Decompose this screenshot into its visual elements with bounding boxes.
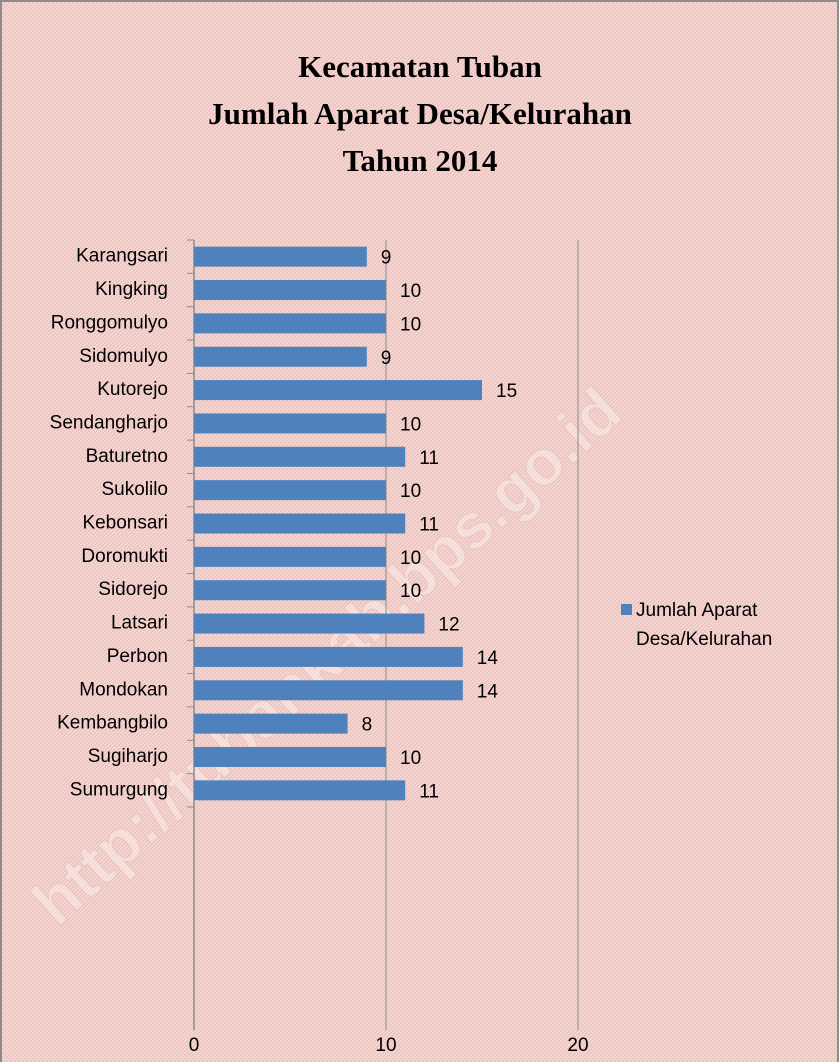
bar: [194, 480, 386, 501]
data-label: 11: [419, 515, 439, 536]
data-label: 10: [400, 481, 421, 502]
legend-label: Jumlah Aparat Desa/Kelurahan: [636, 600, 773, 650]
data-label: 10: [400, 314, 421, 335]
data-label: 10: [400, 281, 421, 302]
y-tick-label: Sukolilo: [101, 479, 168, 500]
x-tick-label: 20: [567, 1035, 588, 1056]
y-tick-label: Kebonsari: [82, 513, 168, 534]
bar: [194, 313, 386, 334]
bar: [194, 513, 406, 534]
y-tick-label: Sumurgung: [70, 779, 168, 800]
data-label: 9: [381, 348, 392, 369]
y-tick-label: Perbon: [107, 646, 168, 667]
bar: [194, 780, 406, 801]
y-tick-label: Kembangbilo: [57, 713, 168, 734]
bar: [194, 713, 348, 734]
chart-title: Kecamatan Tuban: [298, 49, 542, 84]
y-tick-label: Sendangharjo: [50, 412, 168, 433]
data-label: 9: [381, 248, 392, 269]
x-tick-label: 10: [375, 1035, 396, 1056]
chart-title: Jumlah Aparat Desa/Kelurahan: [208, 96, 632, 131]
bar: [194, 446, 406, 467]
y-tick-label: Sugiharjo: [88, 746, 168, 767]
y-tick-label: Ronggomulyo: [51, 312, 168, 333]
bar: [194, 546, 386, 567]
y-tick-label: Karangsari: [76, 246, 168, 267]
y-tick-label: Kutorejo: [97, 379, 168, 400]
y-tick-label: Mondokan: [79, 679, 168, 700]
x-tick-label: 0: [189, 1035, 200, 1056]
data-label: 11: [419, 781, 439, 802]
data-label: 10: [400, 748, 421, 769]
data-label: 10: [400, 581, 421, 602]
bar: [194, 346, 367, 367]
y-tick-label: Baturetno: [86, 446, 168, 467]
bar: [194, 746, 386, 767]
data-label: 11: [419, 448, 439, 469]
legend-swatch: [621, 604, 632, 615]
data-label: 10: [400, 414, 421, 435]
chart-title: Tahun 2014: [343, 143, 498, 178]
bar: [194, 280, 386, 301]
bar: [194, 580, 386, 601]
bar: [194, 646, 463, 667]
data-label: 14: [477, 681, 499, 702]
bar: [194, 413, 386, 434]
bar: [194, 613, 425, 634]
data-label: 15: [496, 381, 517, 402]
data-label: 10: [400, 548, 421, 569]
bar: [194, 380, 482, 401]
y-tick-label: Sidomulyo: [79, 346, 168, 367]
bar: [194, 246, 367, 267]
data-label: 8: [362, 715, 373, 736]
bar: [194, 680, 463, 701]
y-tick-label: Sidorejo: [98, 579, 168, 600]
data-label: 14: [477, 648, 499, 669]
y-tick-label: Latsari: [111, 613, 168, 634]
y-tick-label: Kingking: [95, 279, 168, 300]
y-tick-label: Doromukti: [81, 546, 168, 567]
data-label: 12: [438, 615, 459, 636]
